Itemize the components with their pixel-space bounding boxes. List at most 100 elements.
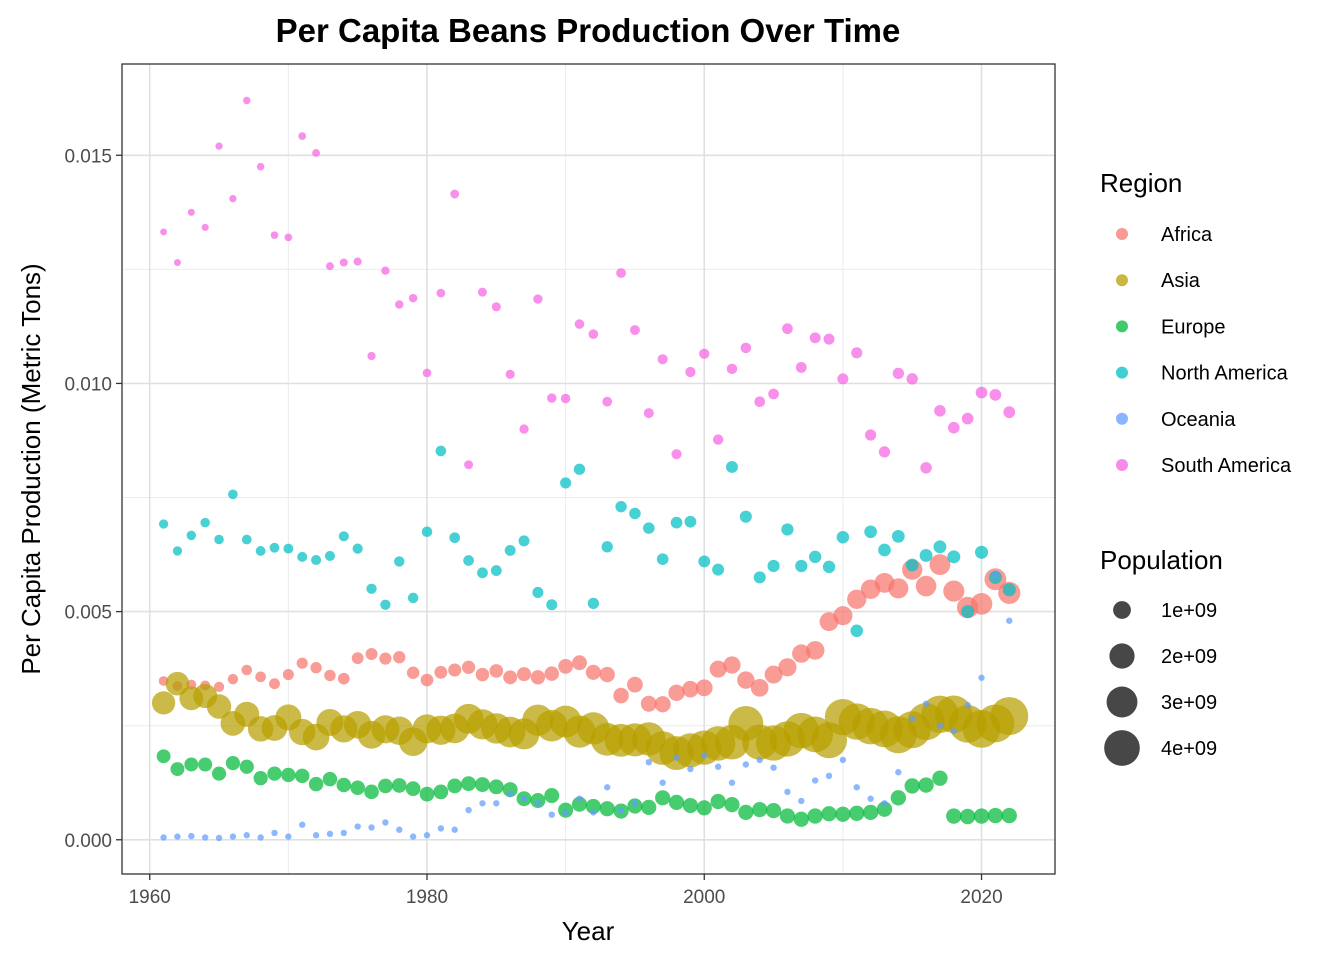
- point-north-america: [919, 549, 933, 562]
- point-oceania: [936, 722, 944, 729]
- y-tick-label: 0.000: [64, 831, 112, 852]
- point-north-america: [808, 550, 822, 564]
- point-north-america: [380, 599, 391, 610]
- point-north-america: [726, 460, 738, 473]
- point-north-america: [297, 551, 308, 562]
- point-south-america: [422, 368, 432, 378]
- point-oceania: [326, 830, 334, 838]
- point-north-america: [421, 526, 433, 538]
- point-oceania: [465, 806, 472, 814]
- point-oceania: [243, 832, 250, 839]
- point-north-america: [587, 597, 599, 610]
- point-oceania: [396, 826, 403, 833]
- point-africa: [448, 663, 462, 677]
- chart-title: Per Capita Beans Production Over Time: [276, 12, 901, 49]
- point-north-america: [449, 532, 461, 544]
- point-oceania: [312, 832, 320, 839]
- y-tick-label: 0.005: [64, 603, 112, 624]
- point-south-america: [312, 149, 321, 157]
- point-africa: [516, 667, 532, 682]
- point-north-america: [394, 556, 405, 567]
- legend-size-key: [1104, 730, 1140, 766]
- data-points: [151, 96, 1029, 842]
- series-north-america: [158, 445, 1016, 638]
- series-oceania: [160, 571, 1013, 842]
- point-south-america: [229, 194, 237, 203]
- point-north-america: [311, 555, 322, 566]
- plot-panel-border: [121, 63, 1056, 875]
- point-oceania: [742, 761, 750, 768]
- point-north-america: [698, 555, 711, 568]
- point-africa: [558, 659, 573, 674]
- point-africa: [269, 678, 280, 690]
- point-south-america: [284, 233, 293, 242]
- point-south-america: [160, 228, 168, 236]
- point-africa: [613, 687, 629, 704]
- point-south-america: [629, 325, 640, 336]
- legend-size-label: 4e+09: [1161, 738, 1217, 760]
- point-oceania: [895, 769, 902, 776]
- point-north-america: [269, 542, 280, 553]
- point-europe: [655, 790, 671, 806]
- point-europe: [696, 800, 712, 816]
- legend: Region Africa Asia Europe North America Ocea…: [1100, 168, 1292, 766]
- point-north-america: [643, 522, 655, 534]
- point-africa: [379, 652, 392, 665]
- point-south-america: [588, 329, 599, 339]
- point-south-america: [602, 396, 613, 407]
- point-oceania: [382, 819, 389, 826]
- point-north-america: [504, 545, 516, 556]
- point-africa: [627, 676, 643, 693]
- point-africa: [737, 671, 755, 689]
- legend-size-key: [1113, 601, 1131, 619]
- point-europe: [807, 808, 823, 824]
- point-europe: [488, 779, 504, 795]
- legend-color-keys: Africa Asia Europe North America Oceania Sout…: [1116, 224, 1292, 477]
- point-oceania: [853, 784, 860, 791]
- point-oceania: [798, 797, 805, 805]
- legend-color-title: Region: [1100, 168, 1182, 198]
- point-south-america: [408, 293, 418, 303]
- series-europe: [156, 749, 1017, 827]
- point-europe: [682, 797, 698, 814]
- point-north-america: [836, 530, 850, 544]
- point-north-america: [974, 545, 989, 559]
- legend-label-south-america: South America: [1161, 455, 1292, 477]
- point-south-america: [339, 258, 348, 267]
- point-south-america: [381, 266, 390, 275]
- point-europe: [184, 757, 199, 772]
- point-north-america: [463, 555, 474, 566]
- point-south-america: [547, 393, 557, 403]
- point-europe: [904, 778, 920, 794]
- point-europe: [585, 798, 601, 815]
- point-asia: [151, 691, 176, 715]
- point-north-america: [739, 510, 752, 523]
- point-europe: [599, 801, 615, 817]
- point-north-america: [1002, 583, 1016, 597]
- point-north-america: [656, 553, 669, 565]
- x-tick-label: 2020: [960, 887, 1002, 908]
- point-africa: [750, 678, 769, 697]
- point-oceania: [340, 829, 348, 837]
- point-south-america: [754, 396, 766, 408]
- legend-size-label: 3e+09: [1161, 692, 1217, 714]
- point-south-america: [975, 386, 988, 399]
- point-africa: [420, 673, 434, 687]
- point-africa: [585, 664, 601, 680]
- point-south-america: [450, 189, 460, 199]
- point-africa: [695, 679, 713, 697]
- point-africa: [461, 660, 476, 674]
- point-europe: [724, 797, 740, 813]
- point-north-america: [490, 565, 502, 576]
- point-oceania: [604, 784, 611, 791]
- legend-size-keys: 1e+09 2e+09 3e+09 4e+09: [1104, 600, 1217, 766]
- point-europe: [890, 790, 907, 806]
- point-europe: [918, 777, 934, 793]
- legend-key-oceania: [1116, 412, 1128, 425]
- point-europe: [447, 778, 463, 794]
- point-north-america: [435, 445, 447, 457]
- point-north-america: [573, 463, 586, 475]
- point-africa: [640, 695, 657, 712]
